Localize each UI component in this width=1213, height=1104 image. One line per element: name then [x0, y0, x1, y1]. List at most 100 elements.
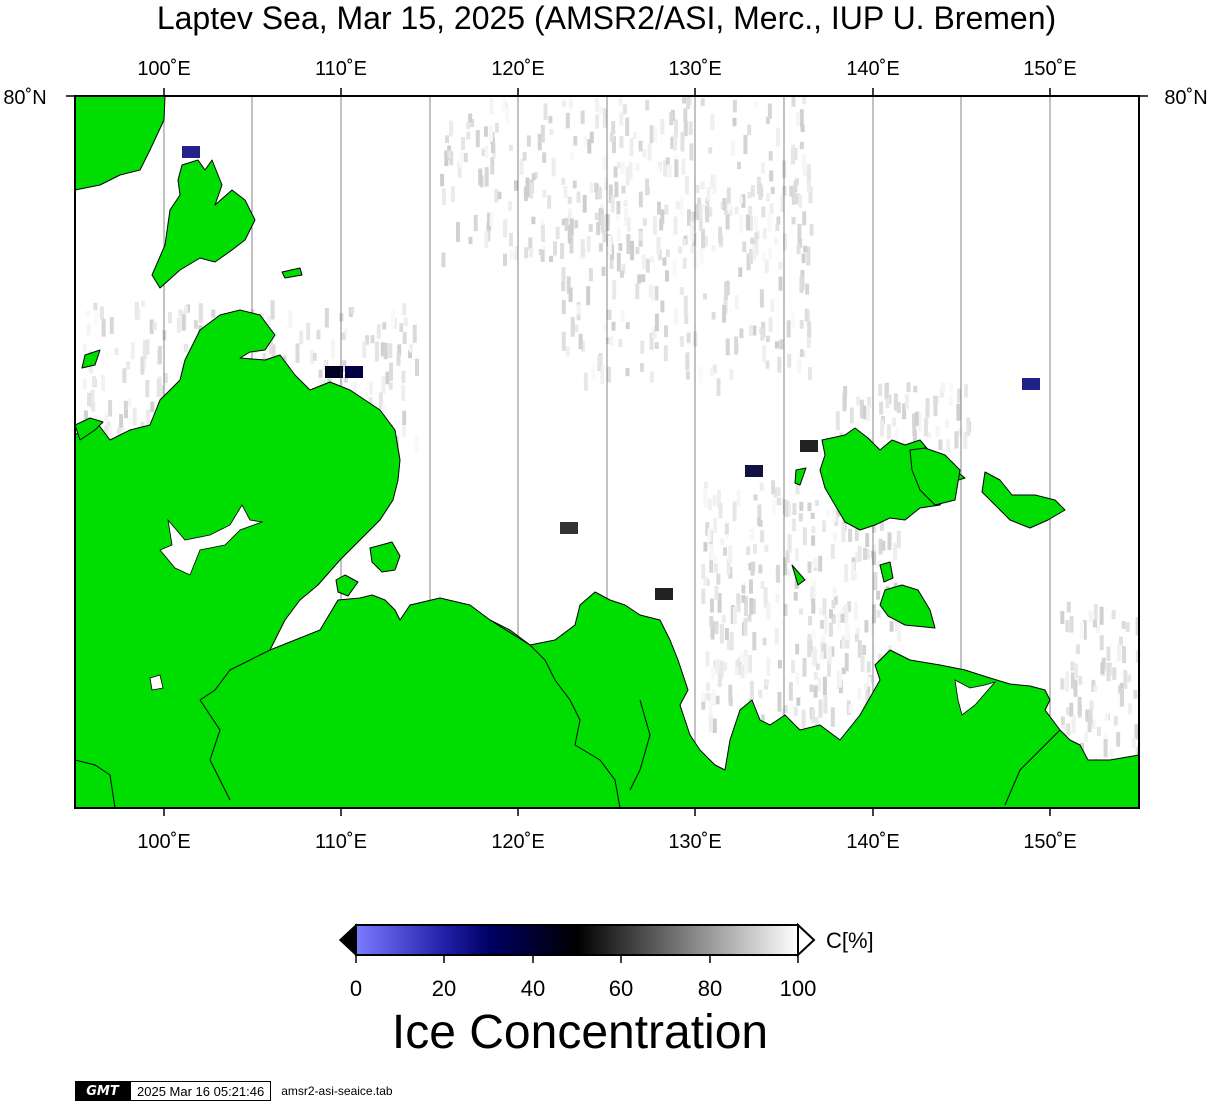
ice-speckle	[93, 302, 98, 310]
ice-low-patch	[655, 588, 673, 600]
ice-speckle	[865, 533, 870, 547]
ice-speckle	[619, 136, 624, 148]
ice-speckle	[143, 340, 148, 359]
ice-speckle	[841, 523, 846, 543]
ice-speckle	[637, 274, 642, 284]
ice-speckle	[572, 180, 577, 189]
ice-speckle	[823, 696, 828, 714]
ice-speckle	[820, 619, 825, 629]
ice-speckle	[749, 579, 753, 594]
ice-speckle	[941, 382, 946, 393]
ice-speckle	[1111, 610, 1116, 620]
ice-speckle	[104, 412, 109, 421]
ice-speckle	[808, 367, 812, 381]
ice-speckle	[802, 211, 807, 226]
ice-speckle	[722, 304, 727, 323]
ice-speckle	[401, 384, 406, 401]
ice-speckle	[618, 97, 623, 106]
rivers	[75, 619, 1061, 808]
ice-speckle	[766, 657, 771, 676]
ice-speckle	[450, 186, 455, 203]
ice-speckle	[787, 568, 792, 577]
ice-speckle	[732, 99, 737, 113]
ice-speckle	[870, 617, 875, 636]
ice-speckle	[573, 136, 578, 146]
ice-speckle	[595, 114, 600, 129]
ice-speckle	[906, 382, 911, 393]
ice-speckle	[879, 401, 884, 415]
ice-speckle	[140, 356, 145, 375]
ice-speckle	[872, 604, 876, 624]
ice-speckle	[1092, 619, 1097, 628]
ice-speckle	[797, 358, 802, 374]
ice-speckle	[818, 555, 823, 572]
ice-speckle	[350, 307, 355, 314]
ice-speckle	[765, 360, 770, 369]
ice-speckle	[1066, 707, 1071, 716]
ice-speckle	[665, 249, 670, 258]
ice-speckle	[514, 180, 518, 191]
ice-speckle	[1085, 709, 1090, 722]
ice-speckle	[1113, 716, 1118, 726]
ice-speckle	[917, 411, 922, 431]
ice-speckle	[803, 245, 808, 253]
ice-speckle	[717, 593, 722, 613]
ice-speckle	[708, 147, 713, 154]
ice-speckle	[791, 310, 796, 328]
ice-speckle	[724, 523, 729, 535]
ice-speckle	[701, 563, 706, 580]
ice-speckle	[703, 293, 708, 300]
lon-labels-top: 100˚E 110˚E 120˚E 130˚E 140˚E 150˚E	[137, 58, 1076, 80]
ice-speckle	[1070, 672, 1075, 689]
ice-speckle	[621, 185, 626, 194]
ice-speckle	[664, 325, 668, 338]
land-new-siberia-island	[981, 471, 1066, 529]
ice-speckle	[583, 135, 588, 147]
ice-speckle	[925, 398, 930, 418]
ice-speckle	[914, 411, 919, 426]
ice-speckle	[713, 660, 718, 668]
ice-speckle	[860, 655, 865, 673]
ice-speckle	[957, 428, 962, 438]
ice-speckle	[561, 177, 566, 185]
ice-speckle	[787, 534, 792, 553]
lon-label-bottom: 100˚E	[137, 831, 190, 853]
ice-speckle	[612, 280, 617, 300]
ice-speckle	[785, 549, 790, 563]
ice-speckle	[726, 558, 731, 575]
ice-speckle	[769, 203, 774, 215]
ice-low-patch	[182, 146, 200, 158]
ice-speckle	[660, 209, 665, 224]
ice-speckle	[838, 669, 843, 688]
lat-label-right: 80˚N	[1164, 87, 1207, 109]
ice-speckle	[780, 708, 785, 724]
ice-speckle	[152, 321, 157, 331]
ice-speckle	[618, 338, 623, 347]
ice-speckle	[638, 191, 643, 208]
ice-speckle	[747, 614, 752, 622]
ice-speckle	[625, 322, 630, 330]
ice-speckle	[157, 346, 162, 364]
ice-speckle	[630, 240, 634, 261]
ice-speckle	[734, 206, 739, 215]
ice-speckle	[629, 138, 634, 157]
ice-speckle	[791, 660, 795, 673]
ice-speckle	[370, 335, 375, 344]
ice-speckle	[842, 397, 847, 408]
ice-speckle	[782, 233, 787, 251]
ice-speckle	[1069, 616, 1074, 633]
ice-speckle	[1065, 671, 1070, 692]
ice-speckle	[594, 212, 599, 221]
ice-speckle	[730, 140, 735, 156]
ice-speckle	[473, 214, 478, 232]
ice-speckle	[923, 417, 928, 437]
ice-speckle	[687, 209, 691, 226]
colorbar-tick-label: 0	[350, 976, 362, 1000]
ice-low-patch	[345, 366, 363, 378]
ice-speckle	[703, 542, 708, 552]
ice-speckle	[714, 586, 719, 600]
ice-speckle	[616, 252, 621, 272]
ice-speckle	[342, 360, 347, 373]
ice-speckle	[698, 204, 703, 220]
ice-speckle	[163, 373, 168, 384]
